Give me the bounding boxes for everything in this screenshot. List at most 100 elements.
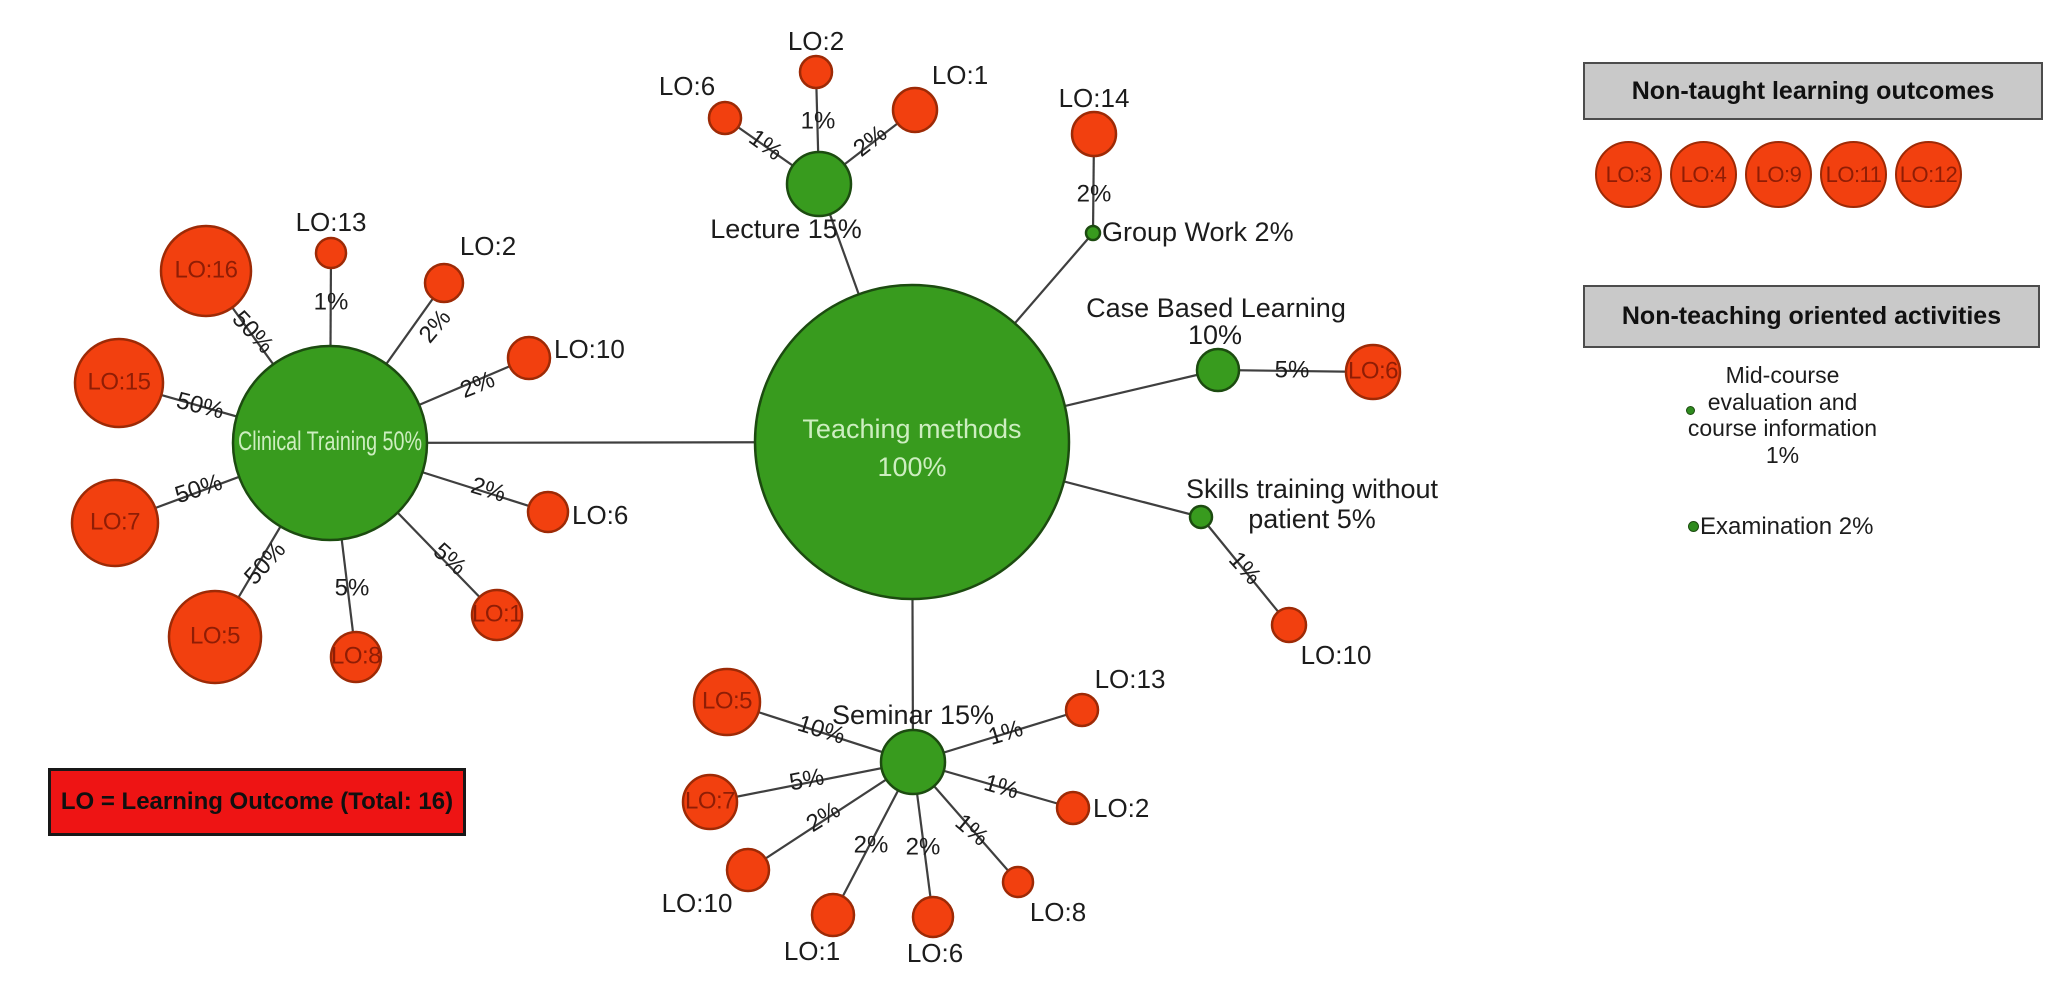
node-sem-lo7: [681, 773, 739, 831]
midcourse-line-3: course information: [1687, 415, 1878, 441]
node-label-lec-lo6: LO:6: [659, 71, 715, 101]
node-label-lec-lo1: LO:1: [932, 60, 988, 90]
edge-label-clinical-cl-lo8: 5%: [335, 574, 370, 601]
edge-label-seminar-sem-lo1: 2%: [854, 831, 889, 858]
node-cl-lo13: [314, 236, 348, 270]
node-label2-skills: patient 5%: [1248, 504, 1376, 534]
node-cl-lo16: [159, 224, 253, 318]
non-taught-outcome-lo3: LO:3: [1595, 141, 1662, 208]
edge-label-clinical-cl-lo15: 50%: [174, 387, 227, 425]
lo-legend-box: LO = Learning Outcome (Total: 16): [48, 768, 466, 836]
node-label-cl-lo10: LO:10: [554, 334, 625, 364]
node-label-sk-lo10: LO:10: [1301, 640, 1372, 670]
node-sem-lo1: [810, 892, 856, 938]
node-groupwork: [1084, 224, 1102, 242]
node-label-cl-lo15: LO:15: [88, 368, 151, 395]
edge-label-seminar-sem-lo6: 2%: [906, 833, 941, 860]
node-casebased: [1195, 347, 1241, 393]
node-cb-lo6: [1344, 343, 1402, 401]
midcourse-activity-label: Mid-course evaluation and course informa…: [1655, 362, 1910, 468]
node-label-sem-lo7: LO:7: [685, 787, 735, 814]
node-label-sem-lo13: LO:13: [1095, 664, 1166, 694]
node-clinical: [231, 344, 429, 542]
edge-label-lecture-lec-lo2: 1%: [801, 107, 836, 134]
node-label-groupwork: Group Work 2%: [1102, 217, 1294, 247]
non-taught-outcome-lo11: LO:11: [1820, 141, 1887, 208]
node-sem-lo2: [1055, 790, 1091, 826]
edge-label-groupwork-gw-lo14: 2%: [1077, 180, 1112, 207]
node-label-sem-lo1: LO:1: [784, 936, 840, 966]
node-label-sem-lo5: LO:5: [702, 687, 752, 714]
non-teaching-header: Non-teaching oriented activities: [1583, 285, 2040, 348]
edge-label-clinical-cl-lo2: 2%: [414, 304, 457, 348]
node-label-cl-lo1: LO:1: [472, 600, 522, 627]
node-label-cl-lo7: LO:7: [90, 508, 140, 535]
non-taught-outcome-lo9: LO:9: [1745, 141, 1812, 208]
node-seminar: [879, 728, 947, 796]
node-gw-lo14: [1070, 110, 1118, 158]
node-label-cl-lo16: LO:16: [175, 256, 238, 283]
node-sk-lo10: [1270, 606, 1308, 644]
node-cl-lo2: [423, 262, 465, 304]
node-label-clinical: Clinical Training 50%: [238, 426, 422, 456]
node-cl-lo8: [329, 630, 383, 684]
node-label-cl-lo2: LO:2: [460, 231, 516, 261]
node-label-cl-lo6: LO:6: [572, 500, 628, 530]
edge-label-lecture-lec-lo6: 1%: [744, 124, 788, 166]
edge-skills-sk-lo10: [1200, 516, 1290, 626]
node-label2-casebased: 10%: [1188, 320, 1242, 350]
edge-label-seminar-sem-lo7: 5%: [787, 763, 826, 796]
node-label2-teaching: 100%: [877, 452, 946, 482]
midcourse-line-4: 1%: [1765, 441, 1800, 468]
node-sem-lo10: [725, 847, 771, 893]
non-taught-header: Non-taught learning outcomes: [1583, 62, 2043, 120]
node-label-teaching: Teaching methods: [802, 414, 1021, 444]
non-taught-outcome-lo4: LO:4: [1670, 141, 1737, 208]
node-cl-lo10: [506, 335, 552, 381]
node-teaching: [753, 283, 1071, 601]
node-lec-lo6: [707, 100, 743, 136]
node-label-gw-lo14: LO:14: [1059, 83, 1130, 113]
edge-seminar-sem-lo7: [709, 760, 914, 804]
edge-label-clinical-cl-lo7: 50%: [172, 469, 226, 510]
node-label-casebased: Case Based Learning: [1086, 293, 1346, 323]
node-sem-lo13: [1064, 692, 1100, 728]
edge-label-clinical-cl-lo13: 1%: [314, 288, 349, 315]
edge-label-clinical-cl-lo6: 2%: [468, 472, 509, 508]
non-taught-outcomes-row: LO:3 LO:4 LO:9 LO:11 LO:12: [1595, 141, 1962, 208]
node-cl-lo5: [167, 589, 263, 685]
midcourse-line-1: Mid-course: [1725, 362, 1840, 388]
node-label-lecture: Lecture 15%: [710, 214, 862, 244]
node-cl-lo15: [73, 337, 165, 429]
node-lec-lo2: [798, 54, 834, 90]
node-cl-lo6: [526, 490, 570, 534]
edge-label-seminar-sem-lo2: 1%: [981, 769, 1022, 805]
node-label-skills: Skills training without: [1186, 474, 1439, 504]
node-sem-lo5: [692, 667, 762, 737]
non-taught-outcome-lo12: LO:12: [1895, 141, 1962, 208]
node-label-cl-lo13: LO:13: [296, 207, 367, 237]
node-sem-lo6: [911, 895, 955, 939]
edge-label-clinical-cl-lo1: 5%: [428, 538, 472, 581]
node-sem-lo8: [1001, 865, 1035, 899]
examination-dot-icon: [1688, 521, 1699, 532]
node-label-sem-lo10: LO:10: [662, 888, 733, 918]
node-label-sem-lo2: LO:2: [1093, 793, 1149, 823]
node-label-lec-lo2: LO:2: [788, 26, 844, 56]
midcourse-dot-icon: [1686, 406, 1695, 415]
node-skills: [1188, 504, 1214, 530]
examination-activity-label: Examination 2%: [1700, 513, 1874, 540]
node-label-cb-lo6: LO:6: [1348, 357, 1398, 384]
node-lec-lo1: [891, 86, 939, 134]
node-cl-lo1: [470, 588, 524, 642]
edge-label-clinical-cl-lo10: 2%: [456, 366, 498, 404]
node-label-sem-lo8: LO:8: [1030, 897, 1086, 927]
node-cl-lo7: [70, 478, 160, 568]
node-label-seminar: Seminar 15%: [832, 700, 994, 730]
edge-label-clinical-cl-lo16: 50%: [227, 305, 280, 359]
edge-label-casebased-cb-lo6: 5%: [1275, 356, 1310, 383]
node-label-cl-lo8: LO:8: [331, 642, 381, 669]
node-label-cl-lo5: LO:5: [190, 622, 240, 649]
